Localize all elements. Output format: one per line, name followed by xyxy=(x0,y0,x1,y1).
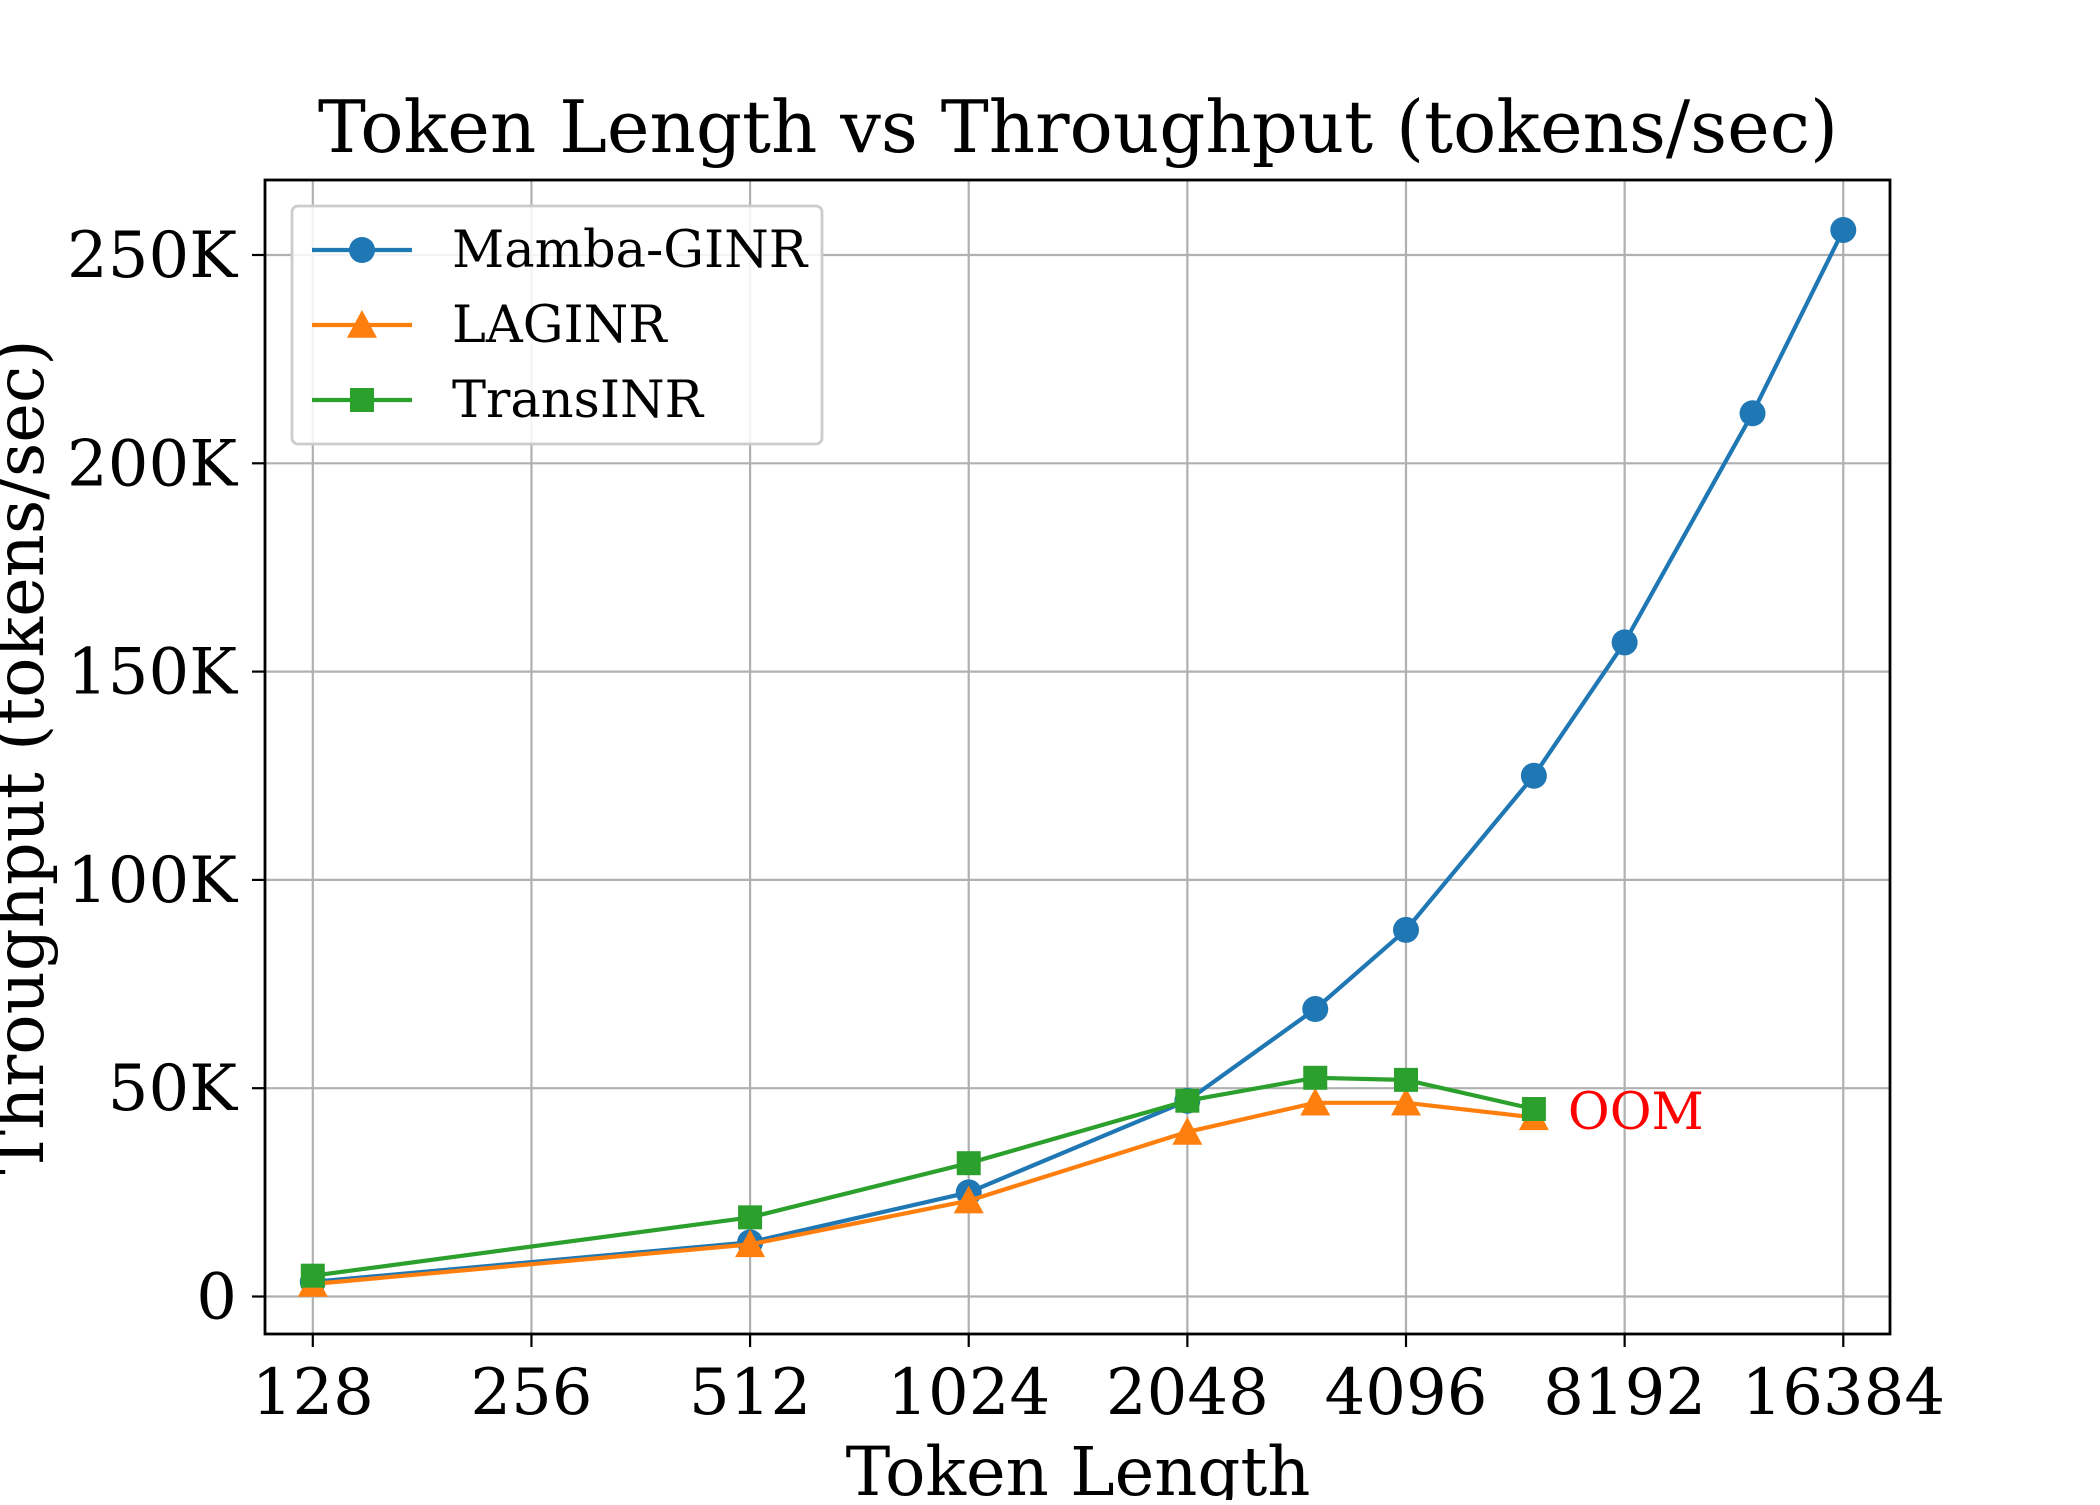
data-point xyxy=(1390,1087,1421,1116)
data-point xyxy=(1302,996,1329,1023)
data-point xyxy=(1172,1116,1203,1145)
series-line xyxy=(312,1100,1535,1287)
data-point xyxy=(1739,400,1766,427)
legend-item: LAGINR xyxy=(312,296,668,355)
y-tick-label: 0 xyxy=(196,1261,237,1335)
x-tick-label: 16384 xyxy=(1741,1356,1945,1430)
data-point xyxy=(1300,1087,1331,1116)
data-point xyxy=(1392,916,1419,943)
data-point xyxy=(1303,1065,1328,1090)
data-point xyxy=(953,1185,984,1214)
annotations: OOM xyxy=(1568,1083,1704,1142)
x-tick-label: 8192 xyxy=(1543,1356,1706,1430)
y-axis-label: Throughput (tokens/sec) xyxy=(0,339,59,1174)
legend-item: TransINR xyxy=(312,371,705,430)
data-point xyxy=(1830,216,1857,243)
x-tick-label: 4096 xyxy=(1325,1356,1488,1430)
legend-label: LAGINR xyxy=(452,296,668,355)
data-point xyxy=(1520,762,1547,789)
series-line xyxy=(312,229,1846,1284)
plot-frame xyxy=(263,178,1892,1336)
y-tick-label: 200K xyxy=(67,427,238,501)
data-point xyxy=(738,1205,763,1230)
data-point xyxy=(1611,629,1638,656)
data-point xyxy=(300,1263,325,1288)
x-tick-label: 1024 xyxy=(887,1356,1050,1430)
legend-item: Mamba-GINR xyxy=(312,221,809,280)
legend-marker xyxy=(349,237,375,263)
data-point xyxy=(735,1229,766,1258)
legend-marker xyxy=(350,388,374,412)
x-tick-label: 512 xyxy=(689,1356,811,1430)
data-point xyxy=(956,1151,981,1176)
legend-label: TransINR xyxy=(452,371,705,430)
x-tick-label: 256 xyxy=(470,1356,592,1430)
y-tick-label: 100K xyxy=(67,844,238,918)
chart-title: Token Length vs Throughput (tokens/sec) xyxy=(318,85,1838,169)
data-point xyxy=(1175,1088,1200,1113)
legend-box xyxy=(290,204,824,446)
y-tick-label: 150K xyxy=(67,636,238,710)
legend-marker xyxy=(347,310,377,338)
x-tick-label: 128 xyxy=(252,1356,374,1430)
series-mamba-ginr xyxy=(299,216,1857,1295)
series-line xyxy=(312,1075,1535,1278)
grid xyxy=(265,180,1890,1334)
legend: Mamba-GINR LAGINR TransINR xyxy=(290,204,824,446)
y-tick-label: 250K xyxy=(67,219,238,293)
series-layer xyxy=(297,216,1857,1297)
ticks: 128 256 512 1024 2048 4096 8192 16384 0 50K 100K 15… xyxy=(67,219,1945,1430)
oom-annotation: OOM xyxy=(1568,1083,1704,1142)
x-axis-label: Token Length xyxy=(846,1433,1311,1500)
series-transinr xyxy=(300,1065,1546,1288)
x-tick-label: 2048 xyxy=(1106,1356,1269,1430)
data-point xyxy=(1521,1097,1546,1122)
data-point xyxy=(1393,1067,1418,1092)
legend-label: Mamba-GINR xyxy=(452,221,809,280)
y-tick-label: 50K xyxy=(108,1052,238,1126)
